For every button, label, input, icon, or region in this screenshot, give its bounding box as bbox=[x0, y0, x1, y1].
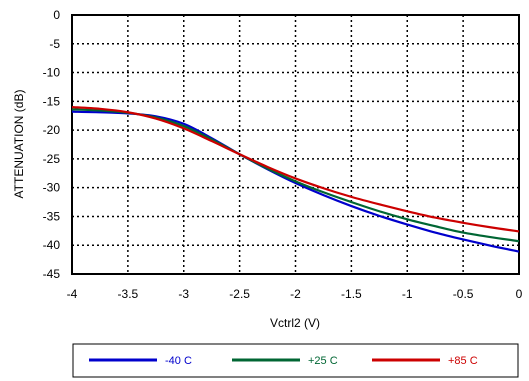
plot-area-frame bbox=[71, 14, 520, 275]
x-tick-label: -3.5 bbox=[118, 287, 139, 301]
x-tick-label: -0.5 bbox=[453, 287, 474, 301]
legend-label: +85 C bbox=[448, 355, 478, 367]
legend-label: +25 C bbox=[308, 355, 338, 367]
x-tick-label: -2.5 bbox=[229, 287, 250, 301]
y-tick-label: -30 bbox=[43, 181, 61, 195]
y-tick-label: -10 bbox=[43, 66, 61, 80]
y-axis-title: ATTENUATION (dB) bbox=[12, 90, 26, 199]
series-line-2 bbox=[71, 105, 520, 233]
legend: -40 C +25 C +85 C bbox=[72, 343, 519, 378]
x-tick-label: -3 bbox=[178, 287, 189, 301]
series-layer bbox=[71, 105, 520, 253]
x-tick-labels: -4 -3.5 -3 -2.5 -2 -1.5 -1 -0.5 0 bbox=[67, 287, 523, 301]
grid-layer bbox=[72, 15, 519, 274]
legend-items: -40 C +25 C +85 C bbox=[89, 355, 478, 367]
x-tick-label: -1 bbox=[402, 287, 413, 301]
y-tick-label: -40 bbox=[43, 238, 61, 252]
y-tick-label: 0 bbox=[53, 8, 60, 22]
x-tick-label: -4 bbox=[67, 287, 78, 301]
y-tick-label: -5 bbox=[49, 37, 60, 51]
x-axis-title: Vctrl2 (V) bbox=[270, 316, 320, 330]
x-tick-label: -2 bbox=[290, 287, 301, 301]
y-tick-label: -15 bbox=[43, 94, 61, 108]
y-tick-label: -45 bbox=[43, 267, 61, 281]
legend-label: -40 C bbox=[165, 355, 192, 367]
x-tick-label: -1.5 bbox=[341, 287, 362, 301]
y-tick-labels: 0 -5 -10 -15 -20 -25 -30 -35 -40 -45 bbox=[43, 8, 61, 281]
y-tick-label: -35 bbox=[43, 209, 61, 223]
y-tick-label: -25 bbox=[43, 152, 61, 166]
x-tick-label: 0 bbox=[516, 287, 523, 301]
y-tick-label: -20 bbox=[43, 123, 61, 137]
